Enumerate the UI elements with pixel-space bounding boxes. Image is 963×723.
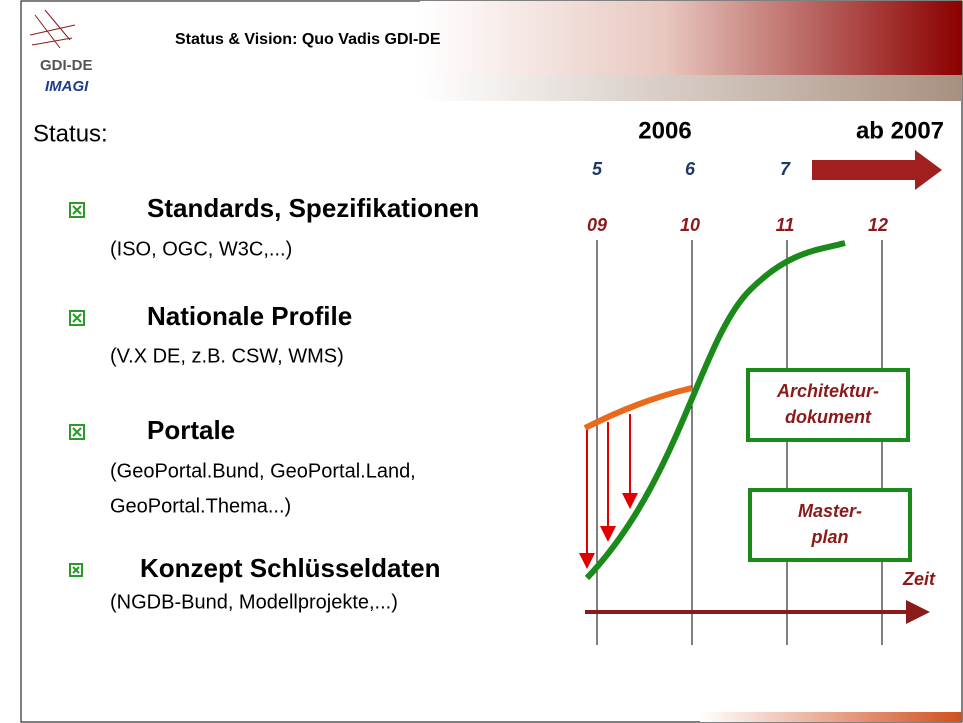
- item-detail: (GeoPortal.Bund, GeoPortal.Land,: [110, 460, 416, 482]
- item-detail: GeoPortal.Thema...): [110, 495, 291, 517]
- quarter-label: 5: [592, 159, 603, 179]
- item-title: Portale: [147, 415, 235, 445]
- header-title: Status & Vision: Quo Vadis GDI-DE: [175, 31, 441, 48]
- item-detail: (ISO, OGC, W3C,...): [110, 238, 292, 260]
- milestone-text: plan: [810, 527, 848, 547]
- header-strip: [420, 75, 962, 101]
- logo-icon: [30, 10, 75, 48]
- status-label: Status:: [33, 120, 108, 147]
- axis-label: Zeit: [902, 569, 936, 589]
- month-label: 09: [587, 215, 607, 235]
- logo-bottom: IMAGI: [45, 78, 89, 95]
- quarter-label: 7: [780, 159, 791, 179]
- footer-bar: [700, 712, 962, 722]
- quarter-label: 6: [685, 159, 696, 179]
- item-detail: (V.X DE, z.B. CSW, WMS): [110, 345, 344, 367]
- orange-curve: [585, 388, 692, 428]
- milestone-text: Master-: [798, 501, 862, 521]
- year-label: 2006: [638, 117, 691, 144]
- item-title: Standards, Spezifikationen: [147, 193, 479, 223]
- slide: GDI-DE IMAGI Status & Vision: Quo Vadis …: [0, 0, 963, 723]
- item-detail: (NGDB-Bund, Modellprojekte,...): [110, 591, 398, 613]
- item-title: Nationale Profile: [147, 301, 352, 331]
- month-label: 10: [680, 215, 700, 235]
- header-bar: [420, 1, 962, 75]
- milestone-text: Architektur-: [776, 381, 879, 401]
- item-title: Konzept Schlüsseldaten: [140, 553, 441, 583]
- milestone-text: dokument: [785, 407, 872, 427]
- month-label: 11: [776, 215, 795, 235]
- future-arrow: [812, 150, 942, 190]
- logo-top: GDI-DE: [40, 57, 93, 74]
- year-label: ab 2007: [856, 117, 944, 144]
- month-label: 12: [868, 215, 888, 235]
